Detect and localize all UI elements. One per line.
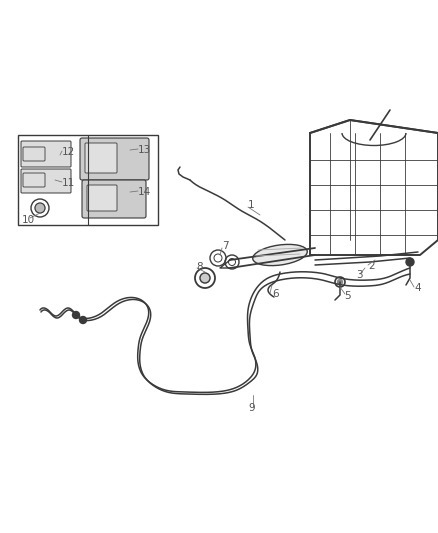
Text: 10: 10 (22, 215, 35, 225)
FancyBboxPatch shape (21, 169, 71, 193)
Text: 12: 12 (62, 147, 75, 157)
Ellipse shape (253, 245, 307, 265)
Circle shape (338, 279, 343, 285)
Text: 9: 9 (248, 403, 254, 413)
FancyBboxPatch shape (82, 180, 146, 218)
Text: 14: 14 (138, 187, 151, 197)
Circle shape (406, 258, 414, 266)
FancyBboxPatch shape (80, 138, 149, 180)
Text: 6: 6 (272, 289, 279, 299)
Text: 7: 7 (222, 241, 229, 251)
Text: 3: 3 (356, 270, 363, 280)
Circle shape (200, 273, 210, 283)
FancyBboxPatch shape (87, 185, 117, 211)
Text: 4: 4 (414, 283, 420, 293)
Text: 5: 5 (344, 291, 351, 301)
Text: 13: 13 (138, 145, 151, 155)
Text: 2: 2 (368, 261, 374, 271)
FancyBboxPatch shape (85, 143, 117, 173)
Bar (18, 135, 158, 225)
FancyBboxPatch shape (21, 141, 71, 167)
Text: 1: 1 (248, 200, 254, 210)
Text: 11: 11 (62, 178, 75, 188)
Circle shape (80, 317, 86, 324)
Circle shape (35, 203, 45, 213)
Text: 8: 8 (196, 262, 203, 272)
Circle shape (73, 311, 80, 319)
